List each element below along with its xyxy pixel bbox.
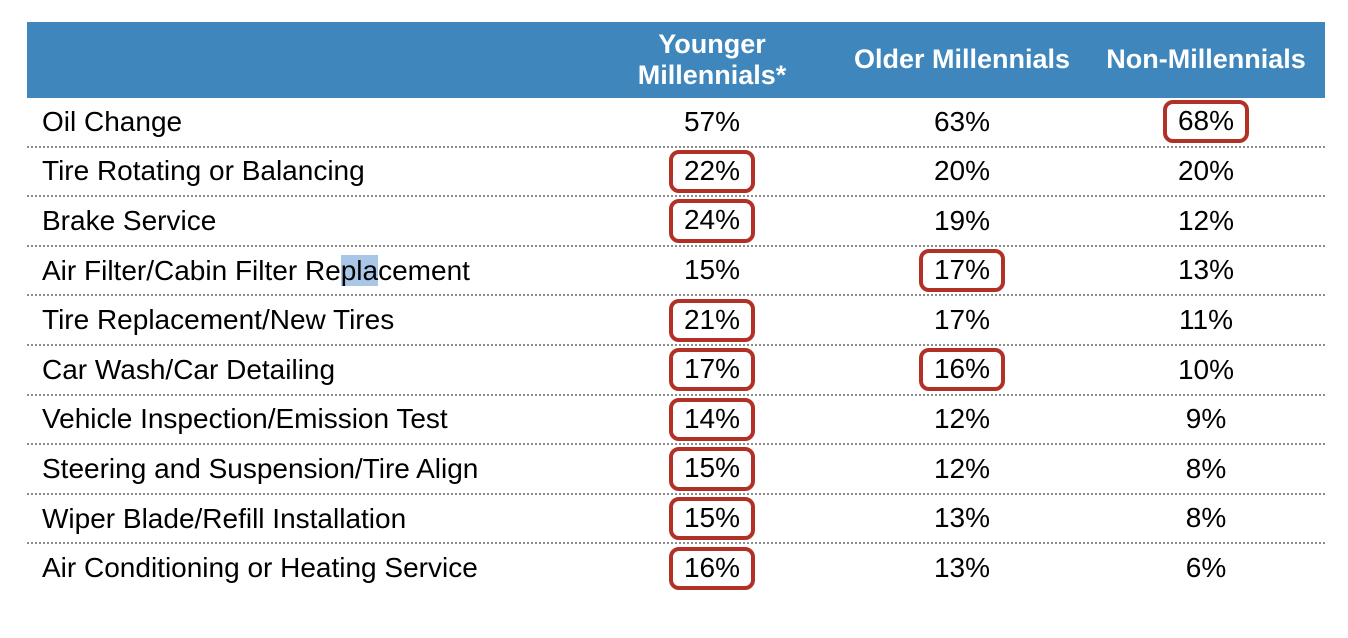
value-cell: 17% <box>837 248 1087 293</box>
value-cell: 15% <box>587 254 837 286</box>
value-cell: 68% <box>1087 100 1325 144</box>
row-label: Steering and Suspension/Tire Align <box>42 452 479 484</box>
value-cell: 6% <box>1087 552 1325 584</box>
column-header-younger-millennials: Younger Millennials* <box>637 28 787 90</box>
value: 12% <box>1177 204 1235 236</box>
table-row: Wiper Blade/Refill Installation 15% 13% … <box>27 495 1325 545</box>
boxed-value: 24% <box>668 199 756 243</box>
table-row: Brake Service 24% 19% 12% <box>27 197 1325 247</box>
row-label: Vehicle Inspection/Emission Test <box>42 403 448 435</box>
boxed-value: 16% <box>668 546 756 590</box>
value-cell: 8% <box>1087 502 1325 534</box>
row-label: Brake Service <box>42 204 217 236</box>
table-row: Oil Change 57% 63% 68% <box>27 98 1325 148</box>
header-spacer-cell <box>27 22 587 98</box>
table-row: Tire Replacement/New Tires 21% 17% 11% <box>27 296 1325 346</box>
value-cell: 20% <box>1087 155 1325 187</box>
value-cell: 10% <box>1087 354 1325 386</box>
table-row: Air Conditioning or Heating Service 16% … <box>27 544 1325 592</box>
value-cell: 21% <box>587 298 837 342</box>
value-cell: 57% <box>587 106 837 138</box>
text-selection-highlight: pla <box>340 254 379 286</box>
row-label: Tire Replacement/New Tires <box>42 304 395 336</box>
value: 11% <box>1179 304 1233 336</box>
table-row: Air Filter/Cabin Filter Replacement 15% … <box>27 247 1325 297</box>
value: 6% <box>1185 552 1227 584</box>
boxed-value: 17% <box>918 248 1006 293</box>
value: 15% <box>683 254 741 286</box>
value-cell: 12% <box>837 453 1087 485</box>
value-cell: 8% <box>1087 453 1325 485</box>
boxed-value: 21% <box>668 298 756 342</box>
boxed-value: 15% <box>668 447 756 491</box>
value-cell: 20% <box>837 155 1087 187</box>
value-cell: 24% <box>587 199 837 243</box>
value-cell: 22% <box>587 149 837 193</box>
value: 8% <box>1185 452 1227 484</box>
row-label: Car Wash/Car Detailing <box>42 353 336 385</box>
table-header-row: Younger Millennials* Older Millennials N… <box>27 22 1325 98</box>
value-cell: 17% <box>587 348 837 392</box>
column-header-non-millennials: Non-Millennials <box>1106 44 1306 75</box>
boxed-value: 16% <box>918 348 1006 392</box>
value: 8% <box>1185 502 1227 534</box>
boxed-value: 22% <box>668 149 756 193</box>
boxed-value: 68% <box>1162 100 1250 144</box>
value: 12% <box>933 452 991 484</box>
value: 13% <box>933 502 991 534</box>
value-cell: 13% <box>837 502 1087 534</box>
value-cell: 11% <box>1087 304 1325 336</box>
table-row: Vehicle Inspection/Emission Test 14% 12%… <box>27 396 1325 446</box>
row-label: Air Conditioning or Heating Service <box>42 552 478 584</box>
value: 57% <box>683 105 741 137</box>
value: 20% <box>1177 155 1235 187</box>
value: 17% <box>933 304 991 336</box>
value: 13% <box>933 552 991 584</box>
value: 20% <box>933 155 991 187</box>
value: 13% <box>1177 254 1235 286</box>
value: 63% <box>933 105 991 137</box>
table-row: Steering and Suspension/Tire Align 15% 1… <box>27 445 1325 495</box>
table-body: Oil Change 57% 63% 68% Tire Rotating or … <box>27 98 1325 592</box>
table-row: Car Wash/Car Detailing 17% 16% 10% <box>27 346 1325 396</box>
row-label: Oil Change <box>42 105 183 137</box>
value: 9% <box>1185 403 1227 435</box>
row-label: Wiper Blade/Refill Installation <box>42 502 407 534</box>
boxed-value: 17% <box>668 348 756 392</box>
auto-service-table: Younger Millennials* Older Millennials N… <box>27 22 1325 592</box>
value-cell: 63% <box>837 106 1087 138</box>
value-cell: 19% <box>837 205 1087 237</box>
value-cell: 15% <box>587 447 837 491</box>
value-cell: 9% <box>1087 403 1325 435</box>
row-label: Air Filter/Cabin Filter Replacement <box>42 254 470 286</box>
value: 10% <box>1177 353 1235 385</box>
value: 12% <box>933 403 991 435</box>
table-row: Tire Rotating or Balancing 22% 20% 20% <box>27 148 1325 198</box>
value-cell: 15% <box>587 496 837 541</box>
value-cell: 16% <box>837 348 1087 392</box>
value-cell: 13% <box>1087 254 1325 286</box>
boxed-value: 15% <box>668 496 756 541</box>
boxed-value: 14% <box>668 397 756 441</box>
value-cell: 12% <box>837 403 1087 435</box>
column-header-older-millennials: Older Millennials <box>853 44 1071 75</box>
value-cell: 12% <box>1087 205 1325 237</box>
value: 19% <box>933 204 991 236</box>
value-cell: 13% <box>837 552 1087 584</box>
row-label: Tire Rotating or Balancing <box>42 155 365 187</box>
value-cell: 16% <box>587 546 837 590</box>
value-cell: 17% <box>837 304 1087 336</box>
value-cell: 14% <box>587 397 837 441</box>
